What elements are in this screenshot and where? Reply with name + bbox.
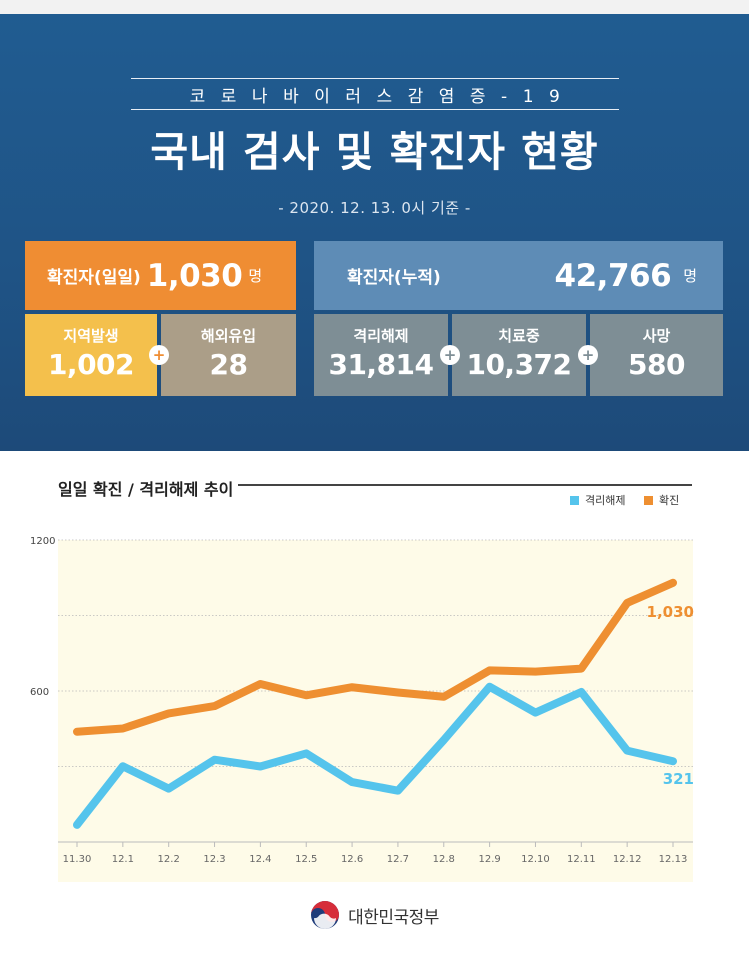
x-tick-label: 12.8 [433, 854, 455, 865]
daily-confirmed-unit: 명 [248, 267, 263, 285]
x-tick-label: 12.11 [567, 854, 596, 865]
footer-org-name: 대한민국정부 [348, 907, 439, 928]
local-cases-label: 지역발생 [63, 327, 119, 345]
x-tick-label: 12.4 [249, 854, 271, 865]
overseas-cases-label: 해외유입 [200, 327, 257, 345]
overseas-cases-value: 28 [209, 348, 248, 381]
y-tick-label: 600 [30, 687, 49, 698]
x-tick-label: 12.5 [295, 854, 317, 865]
series-line-released [73, 682, 677, 829]
x-tick-label: 12.10 [521, 854, 550, 865]
daily-confirmed-label: 확진자(일일) [47, 268, 141, 288]
in-treatment-box: 치료중 10,372 [452, 314, 586, 396]
plus-icon: + [578, 345, 598, 365]
end-label-confirmed: 1,030 [647, 603, 694, 621]
x-tick-label: 12.12 [613, 854, 642, 865]
daily-confirmed-box: 확진자(일일) 1,030 명 [25, 241, 296, 310]
legend-item-released: 격리해제 [570, 492, 625, 508]
chart-title: 일일 확진 / 격리해제 추이 [58, 480, 234, 499]
y-tick-label: 1200 [30, 536, 55, 547]
series-line-confirmed [73, 578, 677, 736]
deaths-value: 580 [628, 348, 685, 381]
released-label: 격리해제 [353, 327, 409, 345]
end-label-released: 321 [663, 770, 694, 788]
daily-confirmed-value: 1,030 [146, 257, 243, 294]
legend-label-released: 격리해제 [585, 494, 626, 507]
plus-icon: + [149, 345, 169, 365]
released-value: 31,814 [328, 348, 434, 381]
cumulative-confirmed-unit: 명 [683, 267, 697, 285]
top-strip [0, 0, 749, 14]
legend-item-confirmed: 확진 [644, 492, 679, 508]
x-tick-label: 12.7 [387, 854, 409, 865]
in-treatment-label: 치료중 [498, 327, 540, 345]
footer: 대한민국정부 [0, 895, 749, 935]
x-tick-label: 12.2 [158, 854, 180, 865]
cumulative-confirmed-value: 42,766 [554, 257, 672, 294]
date-line: - 2020. 12. 13. 0시 기준 - [278, 199, 471, 217]
x-tick-label: 12.6 [341, 854, 363, 865]
overseas-cases-box: 해외유입 28 [161, 314, 296, 396]
taegeuk-emblem-icon [311, 901, 340, 929]
deaths-box: 사망 580 [590, 314, 723, 396]
subtitle-box: 코로나바이러스감염증-19 [131, 78, 619, 110]
deaths-label: 사망 [642, 327, 671, 345]
in-treatment-value: 10,372 [466, 348, 572, 381]
legend-swatch-released [570, 495, 579, 505]
released-box: 격리해제 31,814 [314, 314, 448, 396]
title-rule [238, 484, 692, 486]
x-tick-label: 12.9 [478, 854, 500, 865]
x-tick-label: 12.1 [112, 854, 134, 865]
cumulative-confirmed-box: 확진자(누적) 42,766 명 [314, 241, 723, 310]
x-tick-label: 12.3 [203, 854, 225, 865]
local-cases-value: 1,002 [47, 348, 135, 381]
main-title: 국내 검사 및 확진자 현황 [150, 128, 599, 176]
plus-icon: + [440, 345, 460, 365]
legend-label-confirmed: 확진 [659, 494, 680, 507]
legend-swatch-confirmed [644, 495, 653, 505]
x-tick-label: 11.30 [63, 854, 92, 865]
local-cases-box: 지역발생 1,002 [25, 314, 157, 396]
cumulative-confirmed-label: 확진자(누적) [347, 268, 441, 288]
subtitle: 코로나바이러스감염증-19 [189, 86, 576, 107]
x-tick-label: 12.13 [659, 854, 688, 865]
